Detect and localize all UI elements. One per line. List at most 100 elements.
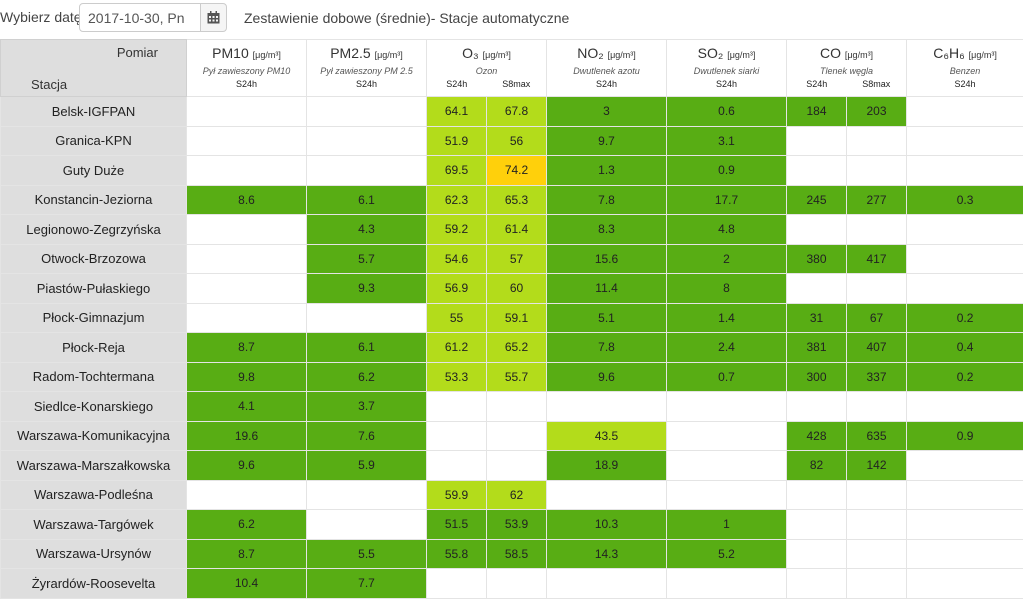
value-cell: 4.8 xyxy=(667,215,787,245)
value-cell: 60 xyxy=(487,274,547,304)
station-name[interactable]: Warszawa-Marszałkowska xyxy=(1,451,187,481)
pollutant-desc: Tlenek węgla xyxy=(787,66,906,76)
header-corner: Pomiar Stacja xyxy=(1,40,187,97)
value-cell: 10.3 xyxy=(547,510,667,540)
value-cell xyxy=(907,539,1023,569)
value-cell xyxy=(547,392,667,422)
station-name[interactable]: Belsk-IGFPAN xyxy=(1,97,187,127)
value-cell: 5.5 xyxy=(307,539,427,569)
value-cell: 300 xyxy=(787,362,847,392)
station-header: Stacja xyxy=(31,77,67,92)
value-cell: 5.7 xyxy=(307,244,427,274)
value-cell xyxy=(847,126,907,156)
pollutant-header[interactable]: C₆H₆ [μg/m³] Benzen S24h xyxy=(907,40,1023,97)
value-cell xyxy=(667,480,787,510)
value-cell xyxy=(427,421,487,451)
station-name[interactable]: Płock-Reja xyxy=(1,333,187,363)
value-cell xyxy=(787,539,847,569)
pollutant-header[interactable]: PM10 [μg/m³] Pył zawieszony PM10 S24h xyxy=(187,40,307,97)
value-cell: 57 xyxy=(487,244,547,274)
value-cell: 62 xyxy=(487,480,547,510)
station-name[interactable]: Radom-Tochtermana xyxy=(1,362,187,392)
value-cell: 381 xyxy=(787,333,847,363)
value-cell xyxy=(667,569,787,599)
value-cell: 53.9 xyxy=(487,510,547,540)
value-cell xyxy=(667,421,787,451)
value-cell: 2 xyxy=(667,244,787,274)
value-cell: 0.7 xyxy=(667,362,787,392)
date-label: Wybierz datę: xyxy=(0,9,85,25)
station-name[interactable]: Granica-KPN xyxy=(1,126,187,156)
value-cell: 7.6 xyxy=(307,421,427,451)
measure-header: Pomiar xyxy=(117,45,158,60)
value-cell: 64.1 xyxy=(427,97,487,127)
date-input[interactable] xyxy=(79,3,201,32)
pollutant-header[interactable]: PM2.5 [μg/m³] Pył zawieszony PM 2.5 S24h xyxy=(307,40,427,97)
station-name[interactable]: Warszawa-Komunikacyjna xyxy=(1,421,187,451)
station-name[interactable]: Guty Duże xyxy=(1,156,187,186)
station-name[interactable]: Warszawa-Ursynów xyxy=(1,539,187,569)
pollutant-name: CO xyxy=(820,45,841,61)
value-cell: 6.1 xyxy=(307,185,427,215)
value-cell xyxy=(487,421,547,451)
pollutant-unit: [μg/m³] xyxy=(969,50,997,60)
value-cell: 55.8 xyxy=(427,539,487,569)
value-cell xyxy=(847,539,907,569)
station-name[interactable]: Płock-Gimnazjum xyxy=(1,303,187,333)
value-cell: 0.9 xyxy=(667,156,787,186)
value-cell: 67 xyxy=(847,303,907,333)
value-cell: 380 xyxy=(787,244,847,274)
value-cell xyxy=(787,274,847,304)
station-name[interactable]: Warszawa-Podleśna xyxy=(1,480,187,510)
value-cell: 9.7 xyxy=(547,126,667,156)
value-cell: 7.8 xyxy=(547,185,667,215)
station-name[interactable]: Legionowo-Zegrzyńska xyxy=(1,215,187,245)
value-cell xyxy=(187,156,307,186)
station-name[interactable]: Siedlce-Konarskiego xyxy=(1,392,187,422)
value-cell xyxy=(847,215,907,245)
calendar-button[interactable] xyxy=(200,3,227,32)
value-cell: 5.9 xyxy=(307,451,427,481)
value-cell: 0.2 xyxy=(907,362,1023,392)
value-cell: 203 xyxy=(847,97,907,127)
value-cell: 3.1 xyxy=(667,126,787,156)
value-cell: 9.6 xyxy=(187,451,307,481)
stat-label: S24h xyxy=(187,79,306,89)
pollutant-desc: Benzen xyxy=(907,66,1023,76)
value-cell: 65.3 xyxy=(487,185,547,215)
value-cell xyxy=(187,303,307,333)
value-cell: 59.9 xyxy=(427,480,487,510)
value-cell: 0.6 xyxy=(667,97,787,127)
station-name[interactable]: Warszawa-Targówek xyxy=(1,510,187,540)
value-cell xyxy=(907,156,1023,186)
value-cell: 635 xyxy=(847,421,907,451)
value-cell: 0.3 xyxy=(907,185,1023,215)
value-cell: 10.4 xyxy=(187,569,307,599)
value-cell: 62.3 xyxy=(427,185,487,215)
station-name[interactable]: Otwock-Brzozowa xyxy=(1,244,187,274)
value-cell xyxy=(907,510,1023,540)
pollutant-header[interactable]: SO₂ [μg/m³] Dwutlenek siarki S24h xyxy=(667,40,787,97)
pollutant-desc: Dwutlenek azotu xyxy=(547,66,666,76)
value-cell xyxy=(907,569,1023,599)
pollutant-unit: [μg/m³] xyxy=(483,50,511,60)
value-cell xyxy=(487,569,547,599)
value-cell: 417 xyxy=(847,244,907,274)
value-cell xyxy=(847,392,907,422)
measurements-table: Pomiar Stacja PM10 [μg/m³] Pył zawieszon… xyxy=(0,39,1023,599)
station-name[interactable]: Konstancin-Jeziorna xyxy=(1,185,187,215)
value-cell: 8.7 xyxy=(187,539,307,569)
pollutant-header[interactable]: NO₂ [μg/m³] Dwutlenek azotu S24h xyxy=(547,40,667,97)
value-cell: 9.6 xyxy=(547,362,667,392)
station-name[interactable]: Żyrardów-Roosevelta xyxy=(1,569,187,599)
value-cell xyxy=(787,392,847,422)
stat-label: S24h xyxy=(907,79,1023,89)
pollutant-name: PM2.5 xyxy=(330,45,370,61)
value-cell xyxy=(307,156,427,186)
station-name[interactable]: Piastów-Pułaskiego xyxy=(1,274,187,304)
stat-label: S24h xyxy=(787,79,847,89)
